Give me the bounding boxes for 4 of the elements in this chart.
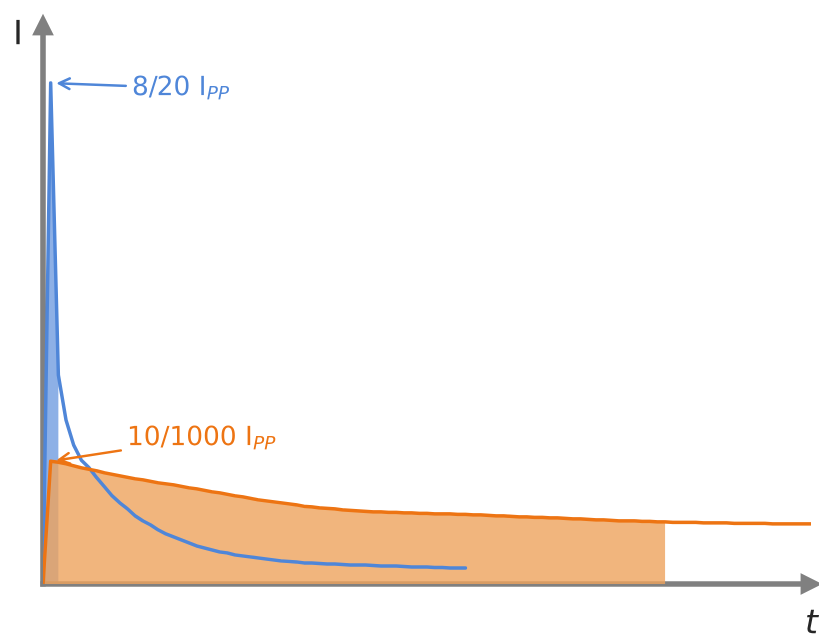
x-axis-title: t	[807, 610, 819, 634]
y-axis-title: I	[16, 20, 20, 44]
legend-label: 8/20 I$_{PP}$	[134, 75, 229, 100]
legend-label: 10/1000 I$_{PP}$	[130, 425, 276, 450]
